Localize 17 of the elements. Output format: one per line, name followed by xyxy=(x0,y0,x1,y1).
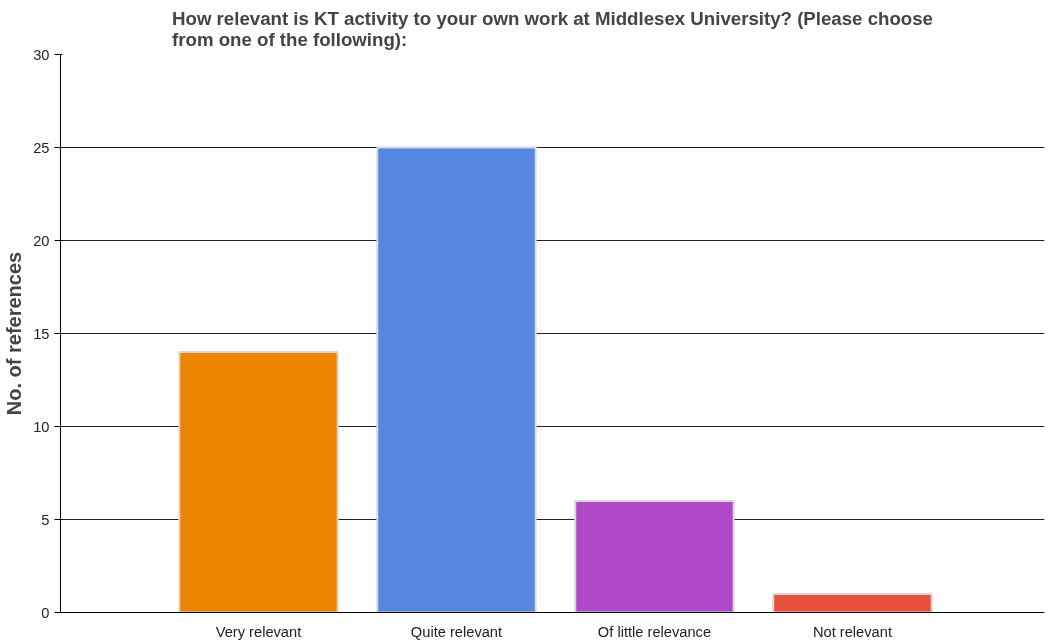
x-tick-label: Very relevant xyxy=(215,623,302,640)
y-tick-label: 10 xyxy=(33,418,50,435)
y-tick-label: 25 xyxy=(33,139,50,156)
y-tick-label: 20 xyxy=(33,232,50,249)
y-tick-label: 0 xyxy=(41,604,50,621)
y-tick-label: 30 xyxy=(33,46,50,63)
y-tick-label: 15 xyxy=(33,325,50,342)
x-tick-label: Of little relevance xyxy=(597,623,712,640)
y-axis-title: No. of references xyxy=(3,251,26,416)
x-tick-label: Quite relevant xyxy=(410,623,503,640)
chart-title: How relevant is KT activity to your own work at Middlesex University? (Please choose from one of the following): xyxy=(172,7,933,50)
y-tick-label: 5 xyxy=(41,511,50,528)
bar xyxy=(772,592,933,613)
x-tick-label: Not relevant xyxy=(812,623,892,640)
bar xyxy=(574,499,735,613)
bar xyxy=(376,146,537,613)
bar xyxy=(178,351,339,613)
